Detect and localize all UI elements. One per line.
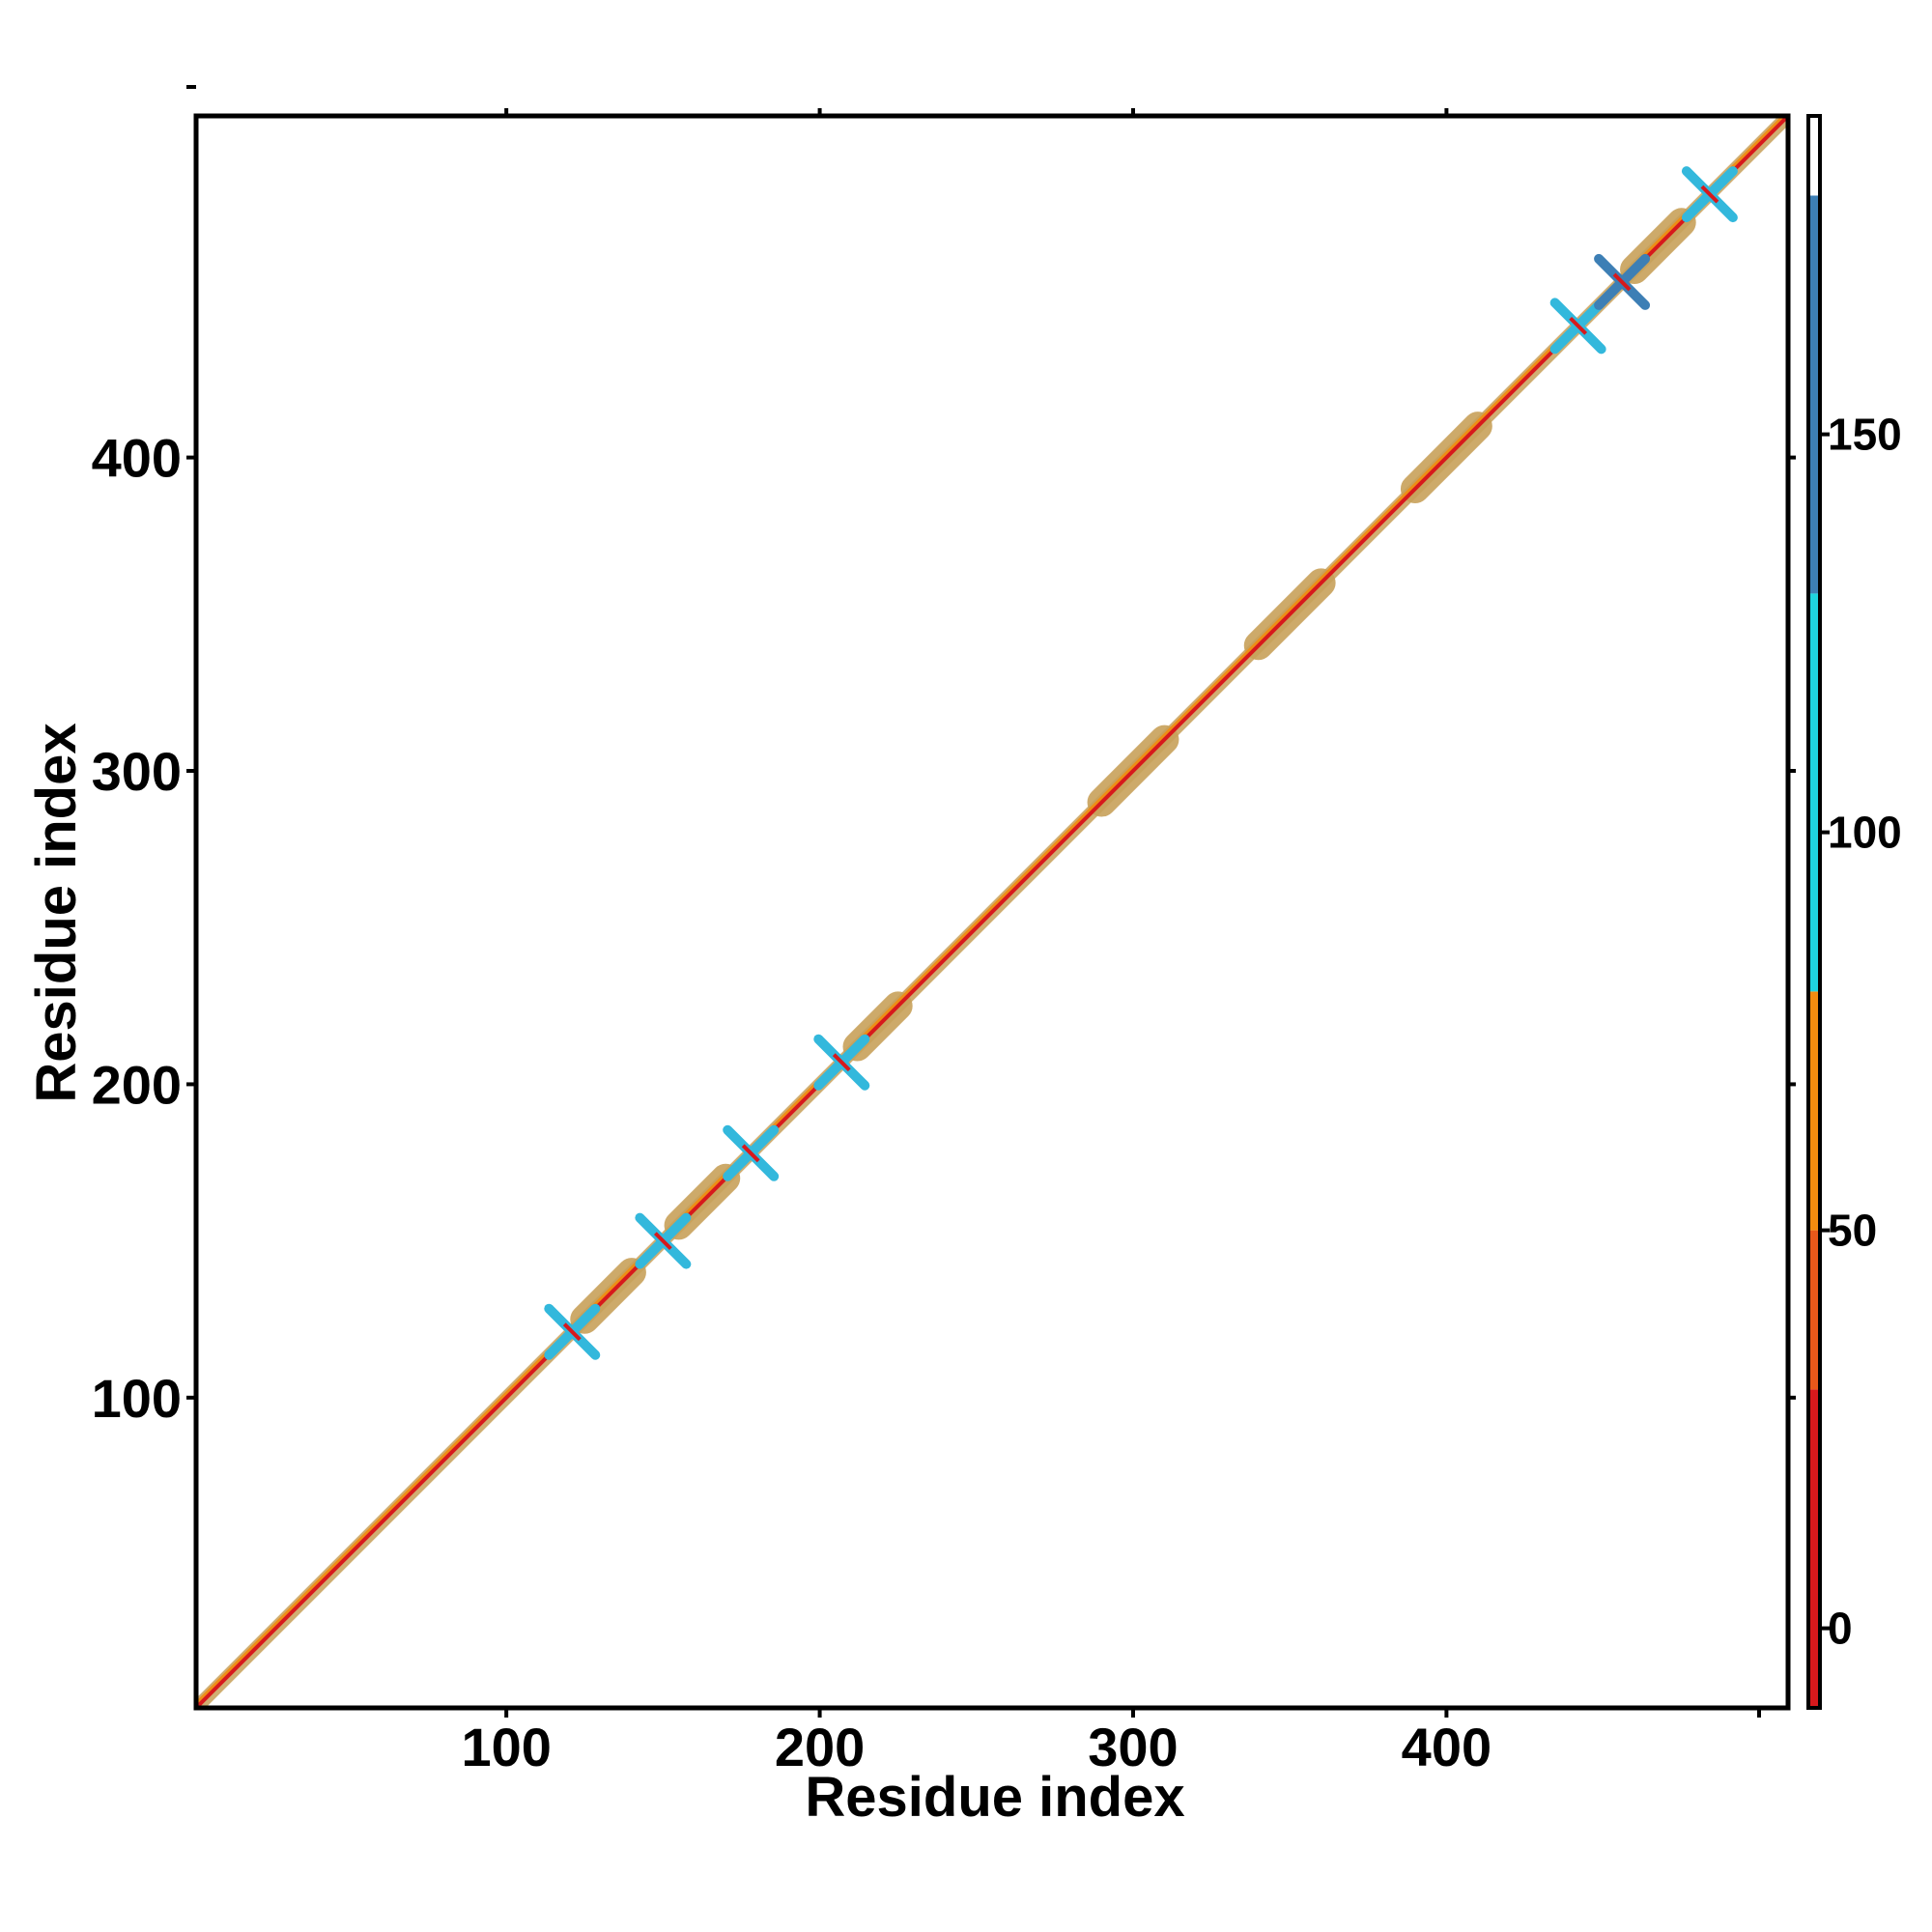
contact-cluster xyxy=(544,1303,601,1360)
contact-cluster-core xyxy=(741,1144,760,1163)
colorbar-tick-label: 150 xyxy=(1828,410,1902,460)
contact-cluster-core xyxy=(562,1322,582,1342)
plot-frame xyxy=(193,113,1791,1711)
y-axis-label: Residue index xyxy=(25,723,88,1102)
contact-cluster xyxy=(635,1212,692,1269)
x-tick-label: 400 xyxy=(1402,1717,1492,1777)
axes: 100 200 300 400 100 200 300 400 xyxy=(92,85,1796,1777)
contact-cluster xyxy=(1549,298,1606,355)
colorbar-segment xyxy=(1808,593,1820,992)
contact-cluster xyxy=(813,1034,870,1091)
colorbar: 0 50 100 150 xyxy=(1806,114,1902,1710)
diagonal-accent xyxy=(196,116,1787,1706)
x-tick-label: 200 xyxy=(775,1717,865,1777)
x-axis-label: Residue index xyxy=(805,1766,1184,1829)
contact-cluster xyxy=(1594,253,1651,310)
y-tick-label: 400 xyxy=(92,428,182,489)
colorbar-segment xyxy=(1808,1389,1820,1708)
colorbar-tick-label: 0 xyxy=(1828,1604,1853,1654)
contact-cluster xyxy=(723,1124,780,1181)
plot-content xyxy=(196,116,1788,1708)
colorbar-segment xyxy=(1808,195,1820,594)
y-tick-label: 200 xyxy=(92,1054,182,1115)
contact-cluster-core xyxy=(1612,272,1632,292)
colorbar-frame xyxy=(1806,114,1822,1710)
colorbar-segment xyxy=(1808,116,1820,196)
x-tick-label: 100 xyxy=(461,1717,551,1777)
y-tick-label: 300 xyxy=(92,741,182,802)
contact-cluster-core xyxy=(1700,185,1719,204)
colorbar-segment xyxy=(1808,1230,1820,1390)
diagonal-core xyxy=(196,116,1788,1708)
colorbar-segment xyxy=(1808,991,1820,1231)
x-tick-label: 300 xyxy=(1088,1717,1178,1777)
colorbar-tick-label: 50 xyxy=(1828,1206,1877,1256)
contact-cluster-core xyxy=(832,1053,851,1072)
contact-cluster-core xyxy=(653,1232,672,1251)
colorbar-tick-label: 100 xyxy=(1828,808,1902,858)
plot-area xyxy=(196,116,1788,1708)
contact-cluster-core xyxy=(1569,316,1588,335)
y-tick-label: 100 xyxy=(92,1368,182,1429)
contact-cluster xyxy=(1681,166,1738,223)
